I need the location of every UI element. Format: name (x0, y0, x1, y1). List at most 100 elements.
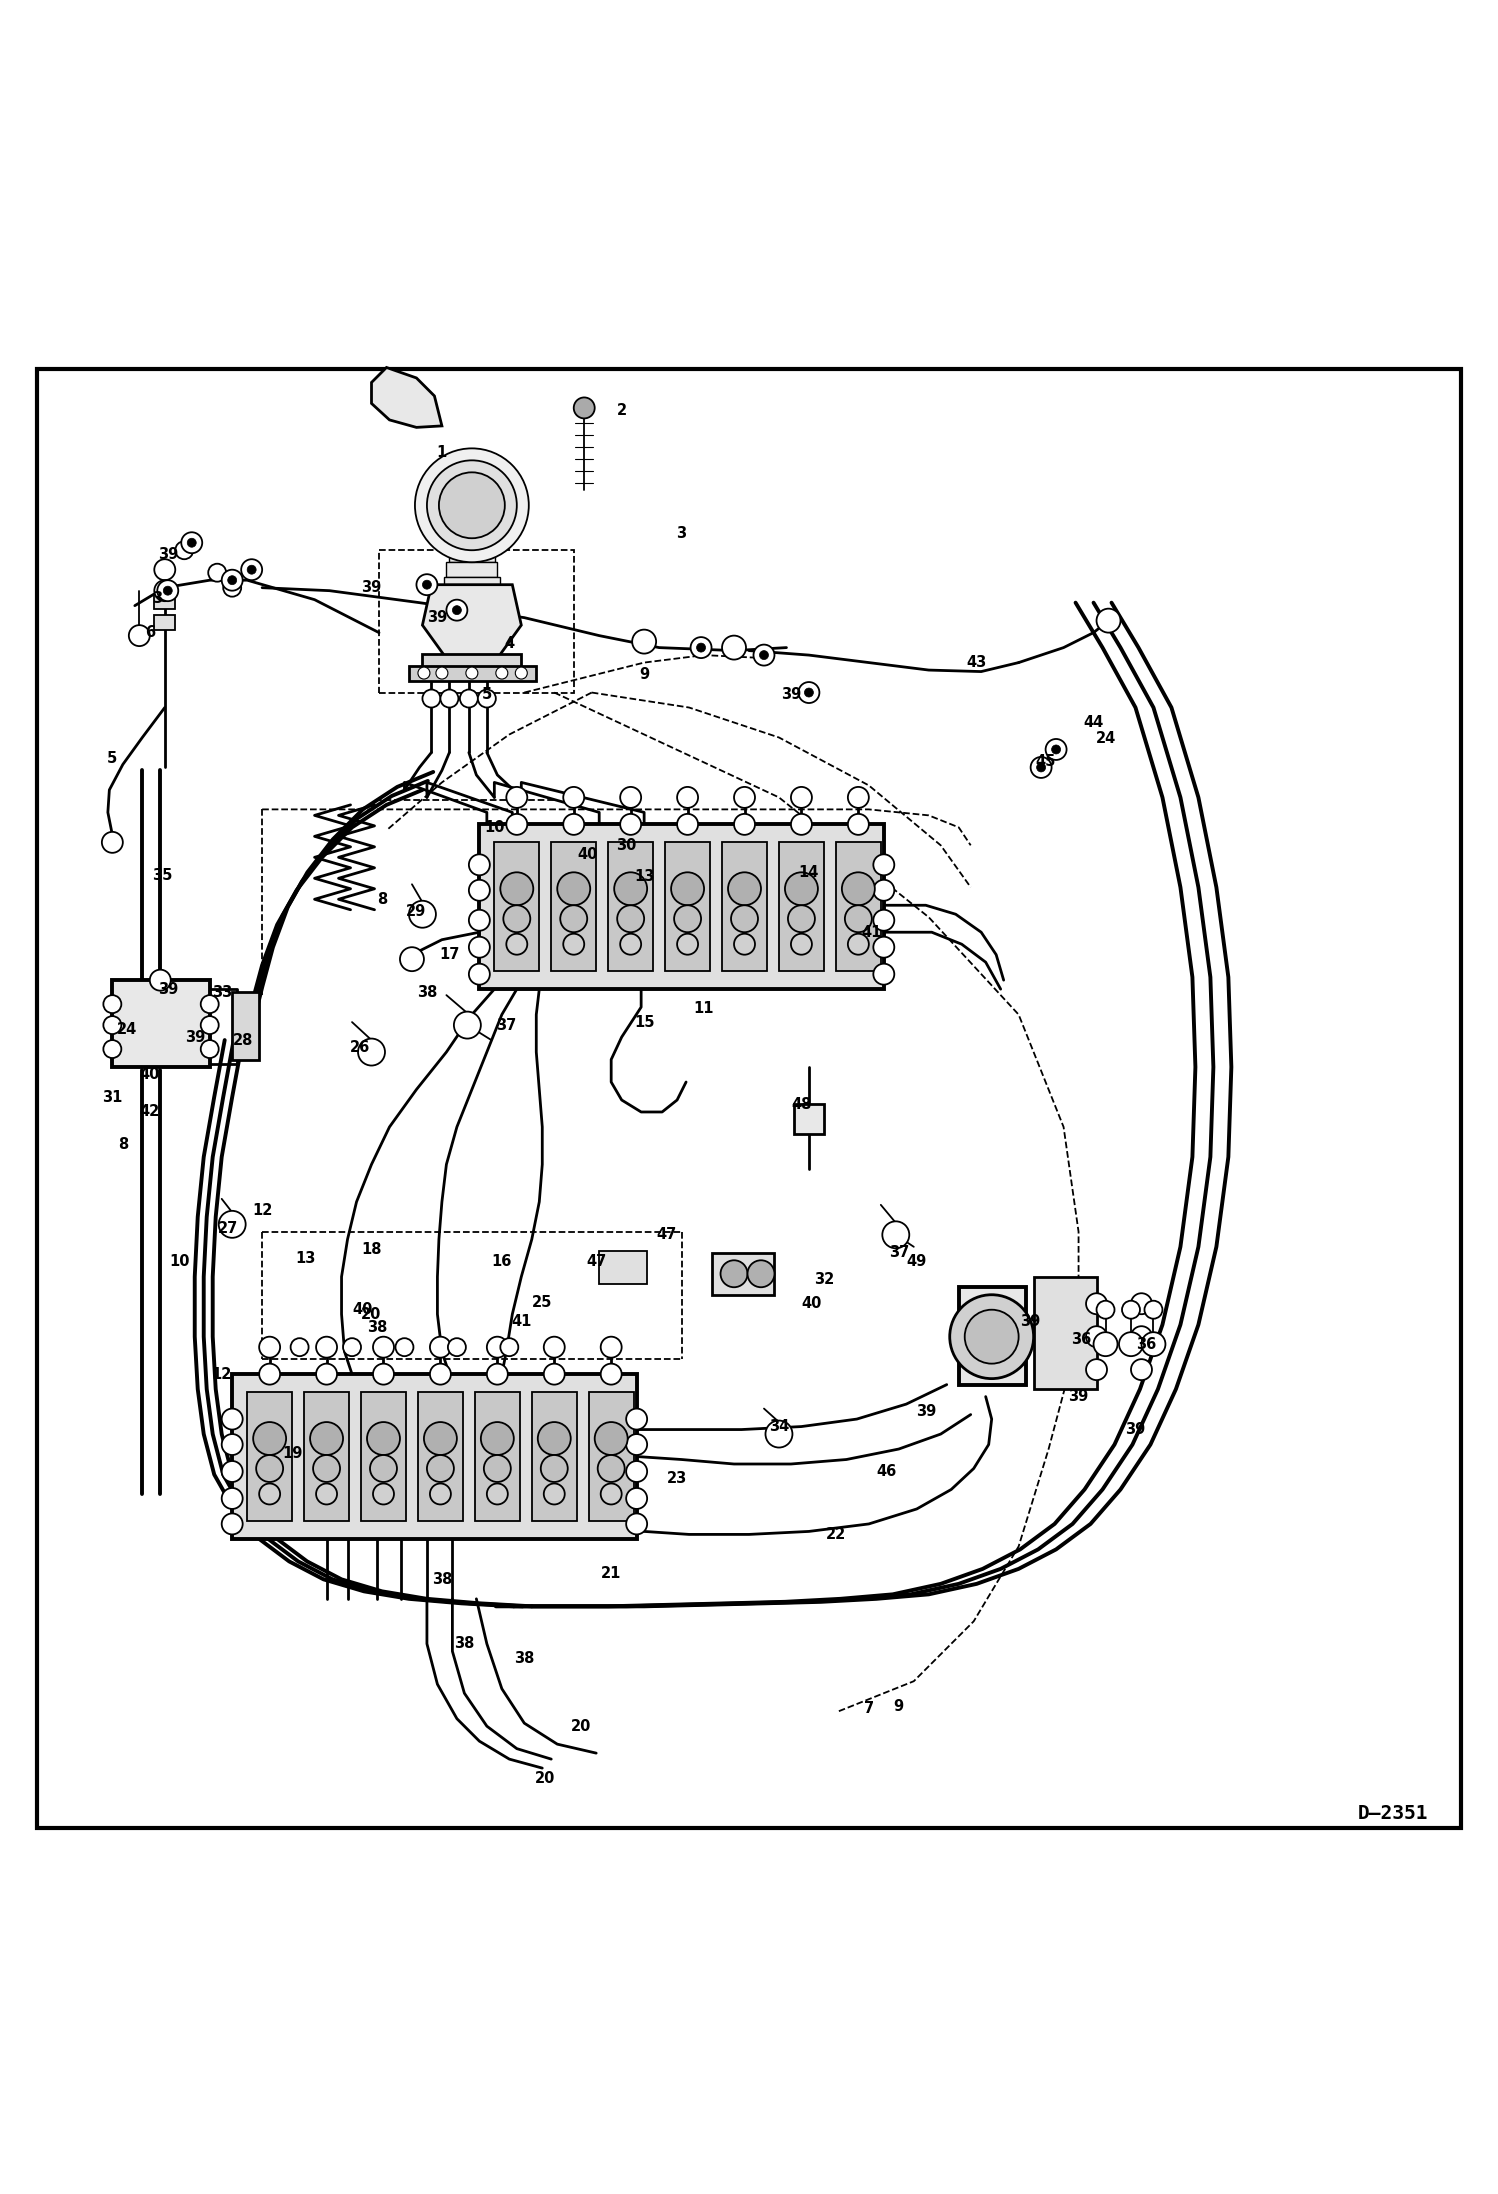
Bar (836, 842, 881, 972)
Circle shape (222, 1435, 243, 1455)
Text: 38: 38 (514, 1652, 535, 1665)
Text: 26: 26 (349, 1040, 370, 1055)
Circle shape (1086, 1325, 1107, 1347)
Text: 10: 10 (169, 1255, 190, 1270)
Circle shape (632, 630, 656, 654)
Circle shape (842, 873, 875, 906)
Circle shape (748, 1259, 774, 1288)
Circle shape (291, 1338, 309, 1356)
Bar (722, 842, 767, 972)
Bar (112, 981, 210, 1066)
Circle shape (601, 1365, 622, 1384)
Circle shape (370, 1455, 397, 1481)
Circle shape (697, 643, 706, 652)
Circle shape (1131, 1292, 1152, 1314)
Text: 38: 38 (431, 1571, 452, 1586)
Text: 2: 2 (617, 404, 626, 419)
Circle shape (259, 1365, 280, 1384)
Text: 39: 39 (157, 546, 178, 562)
Circle shape (208, 564, 226, 581)
Circle shape (228, 575, 237, 584)
Circle shape (1046, 739, 1067, 759)
Circle shape (247, 566, 256, 575)
Text: 3: 3 (677, 527, 686, 542)
Circle shape (601, 1336, 622, 1358)
Circle shape (873, 937, 894, 959)
Circle shape (1037, 764, 1046, 772)
Circle shape (677, 788, 698, 807)
Circle shape (1086, 1358, 1107, 1380)
Circle shape (791, 935, 812, 954)
Circle shape (222, 1514, 243, 1534)
Circle shape (201, 1016, 219, 1033)
Circle shape (677, 814, 698, 836)
Bar (712, 1253, 774, 1294)
Circle shape (626, 1514, 647, 1534)
Circle shape (316, 1365, 337, 1384)
Circle shape (845, 906, 872, 932)
Text: 9: 9 (894, 1698, 903, 1714)
Polygon shape (422, 584, 521, 663)
Circle shape (466, 667, 478, 680)
Text: 39: 39 (184, 1029, 205, 1044)
Circle shape (481, 1422, 514, 1455)
Circle shape (241, 559, 262, 579)
Circle shape (620, 935, 641, 954)
Circle shape (415, 448, 529, 562)
Text: 39: 39 (915, 1404, 936, 1420)
Circle shape (496, 667, 508, 680)
Circle shape (154, 579, 175, 601)
Text: 8: 8 (118, 1136, 127, 1152)
Circle shape (722, 636, 746, 660)
Bar (451, 533, 493, 546)
Circle shape (626, 1409, 647, 1430)
Circle shape (788, 906, 815, 932)
Bar (589, 1393, 634, 1520)
Text: 45: 45 (1035, 755, 1056, 768)
Circle shape (873, 963, 894, 985)
Circle shape (103, 1016, 121, 1033)
Circle shape (469, 853, 490, 875)
Text: 10: 10 (484, 821, 505, 836)
Circle shape (1141, 1332, 1165, 1356)
Circle shape (469, 963, 490, 985)
Text: 18: 18 (361, 1242, 382, 1257)
Circle shape (563, 814, 584, 836)
Circle shape (563, 788, 584, 807)
Text: 12: 12 (252, 1202, 273, 1218)
Text: 39: 39 (361, 579, 382, 595)
Text: 31: 31 (102, 1090, 123, 1104)
Text: 17: 17 (439, 948, 460, 963)
Text: 28: 28 (232, 1033, 253, 1047)
Circle shape (422, 579, 431, 590)
Text: 48: 48 (791, 1097, 812, 1112)
Bar (449, 546, 494, 562)
Text: 20: 20 (571, 1718, 592, 1733)
Text: 47: 47 (656, 1226, 677, 1242)
Bar (551, 842, 596, 972)
Text: 49: 49 (906, 1255, 927, 1270)
Text: 21: 21 (601, 1567, 622, 1582)
Text: 7: 7 (864, 1700, 873, 1716)
Bar (443, 577, 500, 592)
Circle shape (734, 814, 755, 836)
Circle shape (626, 1435, 647, 1455)
Circle shape (626, 1488, 647, 1509)
Circle shape (430, 1365, 451, 1384)
Text: 6: 6 (145, 625, 154, 641)
Bar (608, 842, 653, 972)
Circle shape (574, 397, 595, 419)
Circle shape (873, 911, 894, 930)
Circle shape (595, 1422, 628, 1455)
Circle shape (765, 1420, 792, 1448)
Text: 47: 47 (586, 1255, 607, 1270)
Circle shape (753, 645, 774, 665)
Circle shape (791, 788, 812, 807)
Circle shape (367, 1422, 400, 1455)
Circle shape (544, 1483, 565, 1505)
Circle shape (409, 902, 436, 928)
Text: 38: 38 (367, 1321, 388, 1336)
Circle shape (614, 873, 647, 906)
Text: 40: 40 (801, 1297, 822, 1312)
Bar (379, 551, 574, 693)
